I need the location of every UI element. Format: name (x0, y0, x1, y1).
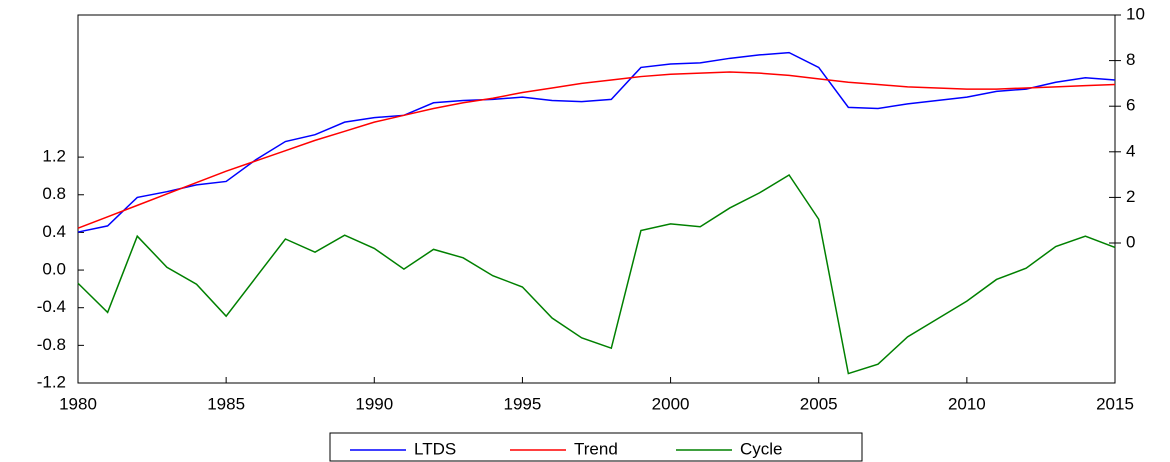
legend-label: Cycle (740, 439, 783, 458)
x-tick-label: 2005 (800, 394, 838, 413)
x-tick-label: 2000 (652, 394, 690, 413)
series-line (77, 51, 1116, 233)
legend-box (329, 432, 863, 462)
y2-tick-label: 10 (1126, 4, 1145, 23)
y-tick-label: -0.8 (37, 335, 66, 354)
x-tick-label: 1985 (207, 394, 245, 413)
series-line (77, 173, 1116, 375)
y-tick-label: 0.4 (42, 222, 66, 241)
y2-tick-label: 8 (1126, 50, 1135, 69)
y-tick-label: 0.0 (42, 260, 66, 279)
y-tick-label: 1.2 (42, 147, 66, 166)
y2-tick-label: 4 (1126, 141, 1135, 160)
y-tick-label: -0.4 (37, 297, 66, 316)
x-tick-label: 1995 (504, 394, 542, 413)
y2-tick-label: 2 (1126, 187, 1135, 206)
x-tick-label: 1980 (59, 394, 97, 413)
y2-tick-label: 0 (1126, 232, 1135, 251)
y-tick-label: -1.2 (37, 372, 66, 391)
x-tick-label: 1990 (355, 394, 393, 413)
y2-tick-label: 6 (1126, 96, 1135, 115)
x-tick-label: 2015 (1096, 394, 1134, 413)
legend-label: LTDS (414, 439, 456, 458)
legend-label: Trend (574, 439, 618, 458)
y-tick-label: 0.8 (42, 184, 66, 203)
x-tick-label: 2010 (948, 394, 986, 413)
series-line (77, 71, 1116, 229)
plot-frame (77, 14, 1116, 384)
